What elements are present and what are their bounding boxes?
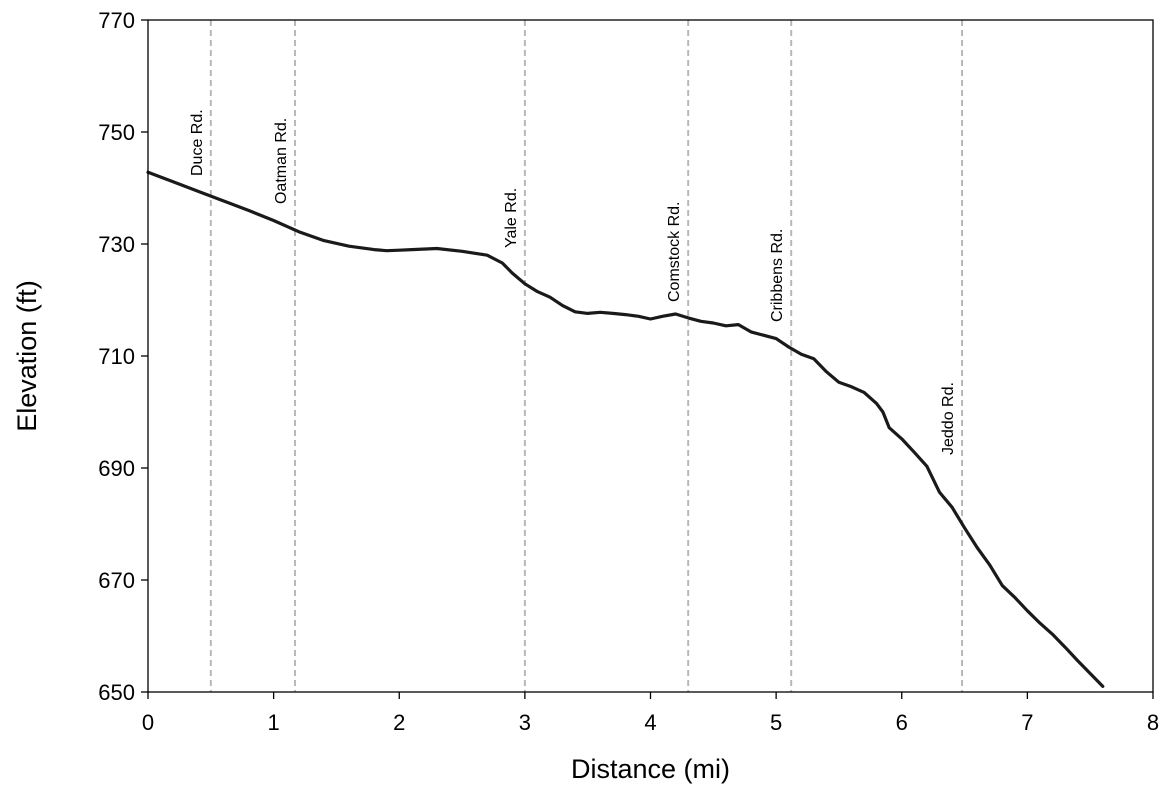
road-label: Oatman Rd. [273, 118, 290, 204]
y-tick-label: 650 [98, 680, 135, 705]
road-label: Jeddo Rd. [940, 382, 957, 455]
y-tick-label: 770 [98, 8, 135, 33]
x-tick-label: 6 [896, 710, 908, 735]
y-tick-label: 750 [98, 120, 135, 145]
chart-axes: 0 1 2 3 4 5 6 7 8 650 670 690 710 730 750 770 [98, 8, 1159, 735]
y-axis-title: Elevation (ft) [12, 280, 42, 432]
x-tick-label: 3 [519, 710, 531, 735]
x-tick-label: 7 [1021, 710, 1033, 735]
x-tick-label: 5 [770, 710, 782, 735]
road-label: Comstock Rd. [666, 202, 683, 302]
road-label: Cribbens Rd. [769, 229, 786, 322]
x-tick-label: 1 [268, 710, 280, 735]
x-tick-label: 2 [393, 710, 405, 735]
x-tick-label: 8 [1147, 710, 1159, 735]
y-tick-label: 730 [98, 232, 135, 257]
road-reference-lines [209, 20, 964, 692]
x-tick-label: 4 [644, 710, 656, 735]
x-tick-label: 0 [142, 710, 154, 735]
y-tick-label: 710 [98, 344, 135, 369]
road-label: Duce Rd. [189, 109, 206, 176]
road-labels: Duce Rd. Oatman Rd. Yale Rd. Comstock Rd. Cr… [189, 109, 957, 455]
plot-frame [147, 19, 1154, 693]
y-tick-label: 670 [98, 568, 135, 593]
x-axis-title: Distance (mi) [571, 754, 730, 784]
y-tick-label: 690 [98, 456, 135, 481]
road-label: Yale Rd. [503, 188, 520, 248]
elevation-profile-line [146, 170, 1105, 688]
